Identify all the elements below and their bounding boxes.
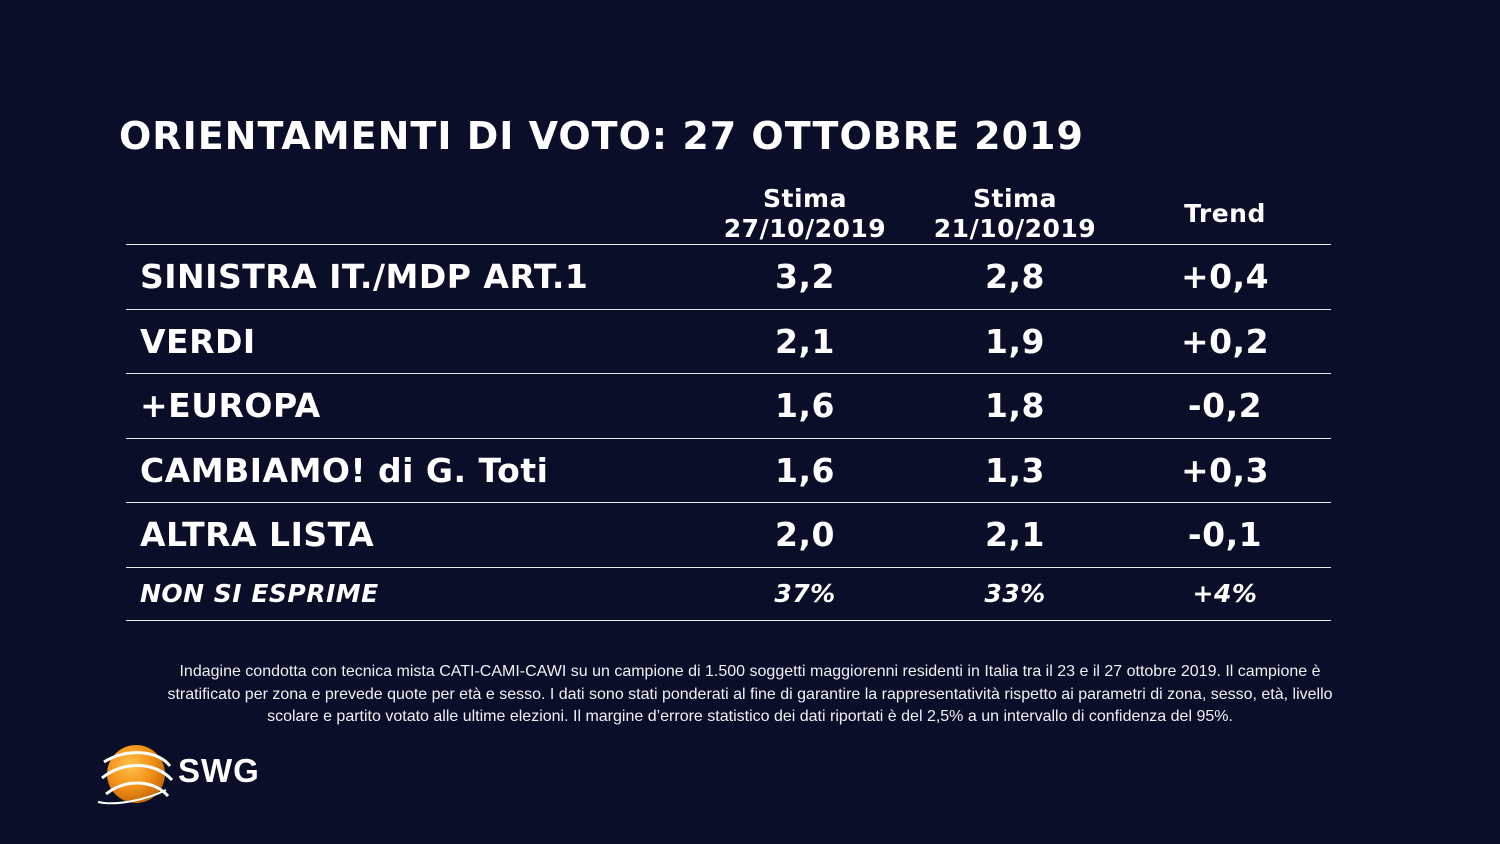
column-header-stima-21-line2: 21/10/2019 (933, 214, 1097, 243)
stima-21-value: 2,1 (985, 515, 1045, 555)
trend-value: -0,2 (1187, 386, 1263, 426)
party-name: SINISTRA IT./MDP ART.1 (140, 257, 589, 297)
table-row: CAMBIAMO! di G. Toti 1,6 1,3 +0,3 (126, 439, 1331, 503)
stima-21-value: 1,9 (985, 321, 1045, 361)
party-name: ALTRA LISTA (140, 515, 375, 555)
trend-value: +0,3 (1180, 450, 1270, 490)
swg-logo: SWG (96, 740, 276, 810)
logo-text: SWG (178, 752, 260, 789)
table-row: VERDI 2,1 1,9 +0,2 (126, 310, 1331, 374)
party-name: +EUROPA (140, 386, 321, 426)
footnote-line: stratificato per zona e prevede quote pe… (167, 685, 1333, 703)
orange-globe-logo-icon (97, 745, 174, 805)
footnote-line: scolare e partito votato alle ultime ele… (267, 708, 1233, 725)
stima-27-value: 3,2 (775, 257, 835, 297)
table-header: Stima 27/10/2019 Stima 21/10/2019 Trend (126, 178, 1331, 245)
footnote-line: Indagine condotta con tecnica mista CATI… (179, 663, 1321, 680)
stima-27-value: 1,6 (775, 450, 835, 490)
column-header-stima-27-line1: Stima (763, 184, 847, 213)
stima-21-value: 33% (984, 579, 1046, 608)
stima-27-value: 37% (774, 579, 836, 608)
table-row: ALTRA LISTA 2,0 2,1 -0,1 (126, 503, 1331, 568)
stima-27-value: 2,1 (775, 321, 835, 361)
column-header-stima-21-line1: Stima (973, 184, 1057, 213)
stima-21-value: 1,3 (985, 450, 1045, 490)
stima-27-value: 2,0 (775, 515, 835, 555)
trend-value: +0,2 (1180, 321, 1270, 361)
table-row: SINISTRA IT./MDP ART.1 3,2 2,8 +0,4 (126, 245, 1331, 310)
trend-value: -0,1 (1187, 515, 1263, 555)
party-name: CAMBIAMO! di G. Toti (140, 450, 549, 490)
page-title: ORIENTAMENTI DI VOTO: 27 OTTOBRE 2019 (119, 114, 1084, 158)
column-header-stima-21: Stima 21/10/2019 (910, 184, 1120, 244)
stima-21-value: 2,8 (985, 257, 1045, 297)
table-row-non-si-esprime: NON SI ESPRIME 37% 33% +4% (126, 568, 1331, 621)
table-row: +EUROPA 1,6 1,8 -0,2 (126, 374, 1331, 439)
column-header-stima-27-line2: 27/10/2019 (723, 214, 887, 243)
methodology-footnote: Indagine condotta con tecnica mista CATI… (110, 661, 1390, 729)
stima-27-value: 1,6 (775, 386, 835, 426)
trend-value: +4% (1192, 579, 1258, 608)
stima-21-value: 1,8 (985, 386, 1045, 426)
party-name: NON SI ESPRIME (140, 579, 379, 608)
column-header-trend: Trend (1184, 199, 1266, 228)
column-header-stima-27: Stima 27/10/2019 (700, 184, 910, 244)
vote-intention-table: Stima 27/10/2019 Stima 21/10/2019 Trend … (126, 178, 1331, 621)
party-name: VERDI (140, 321, 256, 361)
trend-value: +0,4 (1180, 257, 1270, 297)
